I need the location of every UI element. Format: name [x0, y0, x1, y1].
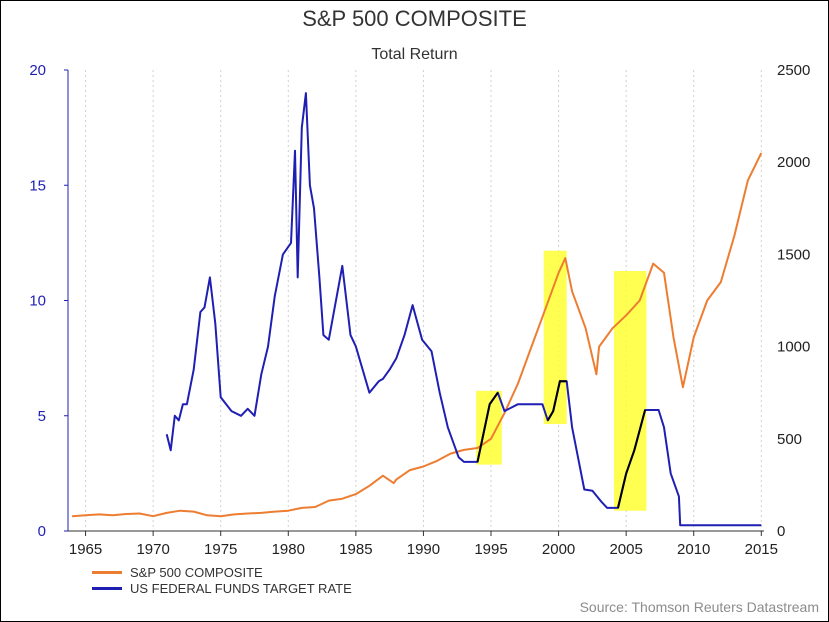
legend-entry-fedfunds: US FEDERAL FUNDS TARGET RATE: [92, 581, 352, 596]
y-right-tick-1000: 1000: [777, 339, 810, 356]
x-tick-2000: 2000: [542, 541, 575, 558]
x-tick-1995: 1995: [474, 541, 507, 558]
series-line-fedfunds: [165, 92, 762, 527]
axes: 0 5 10 15 20 0 500 1000 1500 2000 2500 1965 1970 1975…: [29, 62, 810, 558]
series-line-sp500: [72, 152, 763, 518]
highlight-box-3: [613, 270, 647, 511]
chart-title: S&P 500 COMPOSITE: [302, 6, 527, 31]
y-left-tick-10: 10: [29, 293, 46, 310]
x-tick-1975: 1975: [204, 541, 237, 558]
y-right-tick-2000: 2000: [777, 154, 810, 171]
highlight-segment-2: [546, 380, 567, 421]
y-right-tick-0: 0: [777, 523, 785, 540]
x-tick-2005: 2005: [609, 541, 642, 558]
x-tick-1980: 1980: [272, 541, 305, 558]
y-left-tick-5: 5: [38, 408, 46, 425]
x-tick-1970: 1970: [136, 541, 169, 558]
x-tick-1965: 1965: [69, 541, 102, 558]
x-tick-2010: 2010: [677, 541, 710, 558]
highlight-segment-3: [617, 409, 647, 509]
series-layer: [72, 92, 763, 527]
gridlines: [85, 70, 762, 531]
y-left-tick-15: 15: [29, 177, 46, 194]
y-right-tick-1500: 1500: [777, 246, 810, 263]
highlight-boxes: [476, 250, 647, 511]
legend-swatch-fedfunds: [92, 587, 122, 590]
legend-entry-sp500: S&P 500 COMPOSITE: [92, 565, 263, 580]
x-tick-1985: 1985: [339, 541, 372, 558]
legend-label-fedfunds: US FEDERAL FUNDS TARGET RATE: [130, 581, 352, 596]
x-tick-1990: 1990: [407, 541, 440, 558]
legend-swatch-sp500: [92, 571, 122, 574]
y-left-tick-20: 20: [29, 62, 46, 79]
y-right-tick-2500: 2500: [777, 62, 810, 79]
y-left-tick-0: 0: [38, 523, 46, 540]
legend-label-sp500: S&P 500 COMPOSITE: [130, 565, 263, 580]
highlight-segment-1: [476, 392, 499, 463]
y-right-tick-500: 500: [777, 431, 802, 448]
x-tick-2015: 2015: [745, 541, 778, 558]
source-note: Source: Thomson Reuters Datastream: [579, 599, 819, 615]
chart-subtitle: Total Return: [371, 46, 458, 63]
